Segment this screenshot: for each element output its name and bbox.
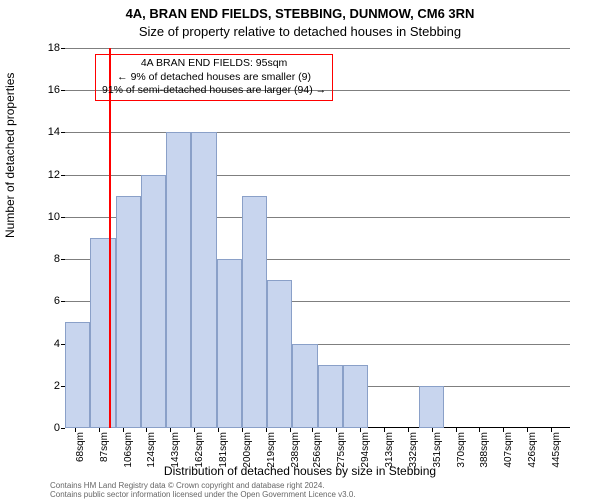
- annotation-box: 4A BRAN END FIELDS: 95sqm← 9% of detache…: [95, 54, 333, 101]
- histogram-bar: [141, 175, 166, 428]
- chart-title: 4A, BRAN END FIELDS, STEBBING, DUNMOW, C…: [0, 6, 600, 21]
- y-tick-label: 4: [30, 338, 60, 350]
- x-tick-label: 275sqm: [336, 432, 347, 472]
- x-tick-label: 407sqm: [503, 432, 514, 472]
- y-tick-label: 18: [30, 42, 60, 54]
- x-tick-label: 370sqm: [456, 432, 467, 472]
- histogram-bar: [90, 238, 115, 428]
- y-tick-label: 12: [30, 169, 60, 181]
- y-tick-label: 14: [30, 126, 60, 138]
- annotation-line: ← 9% of detached houses are smaller (9): [102, 71, 326, 85]
- histogram-bar: [116, 196, 141, 428]
- y-tick-label: 6: [30, 295, 60, 307]
- annotation-line: 4A BRAN END FIELDS: 95sqm: [102, 57, 326, 71]
- histogram-bar: [343, 365, 368, 428]
- histogram-bar: [166, 132, 191, 428]
- y-tick-label: 8: [30, 253, 60, 265]
- y-tick-mark: [61, 175, 65, 176]
- x-tick-label: 351sqm: [432, 432, 443, 472]
- y-tick-mark: [61, 48, 65, 49]
- y-tick-mark: [61, 428, 65, 429]
- x-tick-label: 256sqm: [312, 432, 323, 472]
- y-tick-mark: [61, 132, 65, 133]
- histogram-bar: [292, 344, 317, 428]
- x-tick-label: 294sqm: [360, 432, 371, 472]
- histogram-bar: [191, 132, 216, 428]
- y-tick-label: 16: [30, 84, 60, 96]
- chart-subtitle: Size of property relative to detached ho…: [0, 24, 600, 39]
- chart-container: 4A, BRAN END FIELDS, STEBBING, DUNMOW, C…: [0, 0, 600, 500]
- x-tick-label: 426sqm: [527, 432, 538, 472]
- y-tick-label: 10: [30, 211, 60, 223]
- x-tick-label: 124sqm: [146, 432, 157, 472]
- x-tick-label: 313sqm: [384, 432, 395, 472]
- histogram-bar: [267, 280, 292, 428]
- x-tick-label: 143sqm: [170, 432, 181, 472]
- histogram-bar: [65, 322, 90, 428]
- histogram-bar: [242, 196, 267, 428]
- x-tick-label: 332sqm: [408, 432, 419, 472]
- histogram-bar: [318, 365, 343, 428]
- y-tick-mark: [61, 344, 65, 345]
- x-tick-label: 238sqm: [290, 432, 301, 472]
- credits-line-2: Contains public sector information licen…: [50, 491, 356, 500]
- x-tick-label: 87sqm: [99, 432, 110, 472]
- x-tick-label: 162sqm: [194, 432, 205, 472]
- credits: Contains HM Land Registry data © Crown c…: [50, 482, 356, 500]
- x-tick-label: 181sqm: [218, 432, 229, 472]
- y-tick-mark: [61, 301, 65, 302]
- x-tick-label: 219sqm: [266, 432, 277, 472]
- gridline: [65, 132, 570, 133]
- y-tick-label: 2: [30, 380, 60, 392]
- y-tick-mark: [61, 217, 65, 218]
- y-tick-mark: [61, 259, 65, 260]
- histogram-bar: [419, 386, 444, 428]
- property-marker-line: [109, 48, 111, 428]
- x-tick-label: 388sqm: [479, 432, 490, 472]
- y-tick-mark: [61, 90, 65, 91]
- annotation-line: 91% of semi-detached houses are larger (…: [102, 84, 326, 98]
- y-tick-label: 0: [30, 422, 60, 434]
- x-tick-label: 68sqm: [75, 432, 86, 472]
- histogram-bar: [217, 259, 242, 428]
- y-axis-label: Number of detached properties: [3, 73, 17, 238]
- gridline: [65, 48, 570, 49]
- x-tick-label: 106sqm: [123, 432, 134, 472]
- y-tick-mark: [61, 386, 65, 387]
- x-tick-label: 200sqm: [242, 432, 253, 472]
- x-tick-label: 445sqm: [551, 432, 562, 472]
- plot-area: [65, 48, 570, 428]
